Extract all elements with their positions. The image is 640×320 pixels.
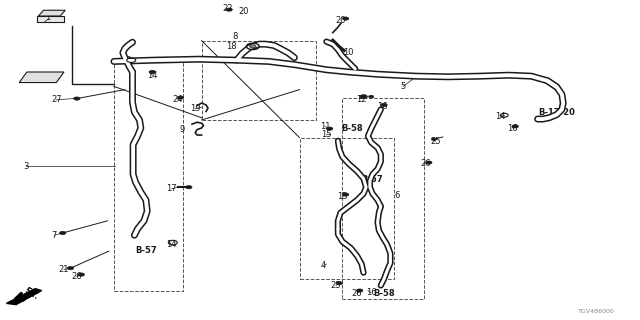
Text: 14: 14: [147, 71, 157, 80]
Text: B-58: B-58: [373, 289, 395, 298]
Polygon shape: [6, 289, 42, 305]
Text: 15: 15: [337, 192, 348, 201]
Bar: [342, 98, 424, 299]
Circle shape: [360, 95, 367, 99]
Circle shape: [336, 282, 342, 285]
Text: 16: 16: [366, 288, 376, 297]
Text: 1: 1: [45, 13, 51, 22]
Text: 20: 20: [336, 16, 346, 25]
Text: 11: 11: [320, 122, 330, 131]
Bar: [202, 41, 316, 120]
Circle shape: [369, 95, 374, 98]
Text: B-58: B-58: [341, 124, 363, 133]
Circle shape: [149, 70, 156, 74]
Text: 20: 20: [238, 7, 248, 16]
Text: 5: 5: [401, 82, 406, 91]
Text: 12: 12: [356, 95, 367, 104]
FancyBboxPatch shape: [37, 16, 64, 22]
Text: FR.: FR.: [19, 289, 36, 303]
Circle shape: [67, 267, 74, 270]
Text: 2: 2: [33, 76, 38, 84]
Text: 10: 10: [344, 48, 354, 57]
Circle shape: [426, 161, 432, 164]
Text: 26: 26: [72, 272, 82, 281]
Circle shape: [250, 45, 256, 48]
Text: 17: 17: [166, 184, 177, 193]
Circle shape: [60, 231, 66, 235]
Circle shape: [326, 127, 333, 130]
Text: B-57: B-57: [135, 246, 157, 255]
Text: 14: 14: [166, 240, 177, 249]
Text: 16: 16: [378, 102, 388, 111]
Text: 6: 6: [394, 191, 399, 200]
Text: 22: 22: [222, 4, 232, 13]
Text: 18: 18: [227, 42, 237, 51]
Text: 25: 25: [430, 137, 440, 146]
Circle shape: [342, 17, 349, 20]
Text: B-57: B-57: [362, 175, 383, 184]
Circle shape: [431, 138, 436, 140]
Polygon shape: [19, 72, 64, 83]
Text: 16: 16: [507, 124, 517, 132]
Text: 19: 19: [190, 104, 200, 113]
Text: B-17-20: B-17-20: [538, 108, 575, 117]
Text: 4: 4: [321, 261, 326, 270]
Circle shape: [74, 97, 80, 100]
Text: 7: 7: [52, 231, 57, 240]
Text: 13: 13: [122, 56, 132, 65]
Circle shape: [226, 8, 232, 11]
Text: 21: 21: [59, 265, 69, 274]
Text: 15: 15: [321, 130, 332, 139]
Circle shape: [186, 186, 192, 189]
Text: 3: 3: [23, 162, 28, 171]
Circle shape: [512, 125, 518, 128]
Text: TGV4B6000: TGV4B6000: [578, 308, 614, 314]
Circle shape: [177, 96, 184, 99]
Text: 26: 26: [420, 159, 431, 168]
Circle shape: [356, 289, 363, 292]
Text: 27: 27: [51, 95, 61, 104]
Text: 9: 9: [180, 125, 185, 134]
Circle shape: [381, 103, 387, 107]
Polygon shape: [38, 10, 65, 16]
Text: FR.: FR.: [23, 286, 41, 301]
Bar: [300, 138, 394, 279]
Text: 23: 23: [331, 281, 341, 290]
Bar: [114, 61, 183, 291]
Circle shape: [342, 193, 349, 196]
Text: 8: 8: [233, 32, 238, 41]
Text: 24: 24: [173, 95, 183, 104]
Circle shape: [78, 273, 84, 276]
Text: 14: 14: [495, 112, 506, 121]
Text: 26: 26: [352, 289, 362, 298]
